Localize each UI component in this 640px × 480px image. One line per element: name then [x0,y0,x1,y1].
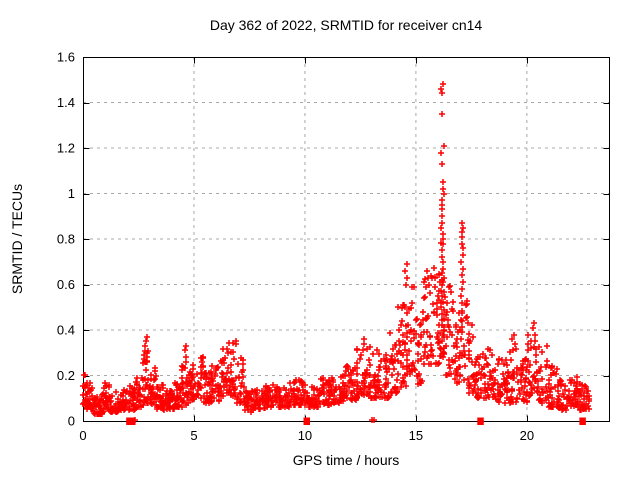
y-axis-label: SRMTID / TECUs [9,183,25,295]
x-axis-label: GPS time / hours [292,452,400,468]
y-tick-label: 1.6 [57,50,75,65]
zero-axis-marker [477,417,484,425]
x-tick-label: 15 [409,428,423,443]
scatter-points [80,81,592,423]
y-tick-label: 0.4 [57,323,75,338]
x-tick-label: 5 [190,428,197,443]
x-tick-label: 10 [298,428,312,443]
zero-axis-marker [303,417,310,425]
y-tick-label: 0.8 [57,232,75,247]
y-tick-label: 1 [68,186,75,201]
chart-title: Day 362 of 2022, SRMTID for receiver cn1… [209,17,483,33]
x-tick-label: 0 [79,428,86,443]
zero-axis-marker [129,417,136,425]
y-tick-label: 0.2 [57,368,75,383]
y-tick-label: 0.6 [57,277,75,292]
y-tick-label: 1.2 [57,141,75,156]
zero-axis-marker [579,417,586,425]
x-tick-label: 20 [520,428,534,443]
y-tick-label: 0 [68,414,75,429]
y-tick-label: 1.4 [57,95,75,110]
axis-ticks [83,57,610,422]
